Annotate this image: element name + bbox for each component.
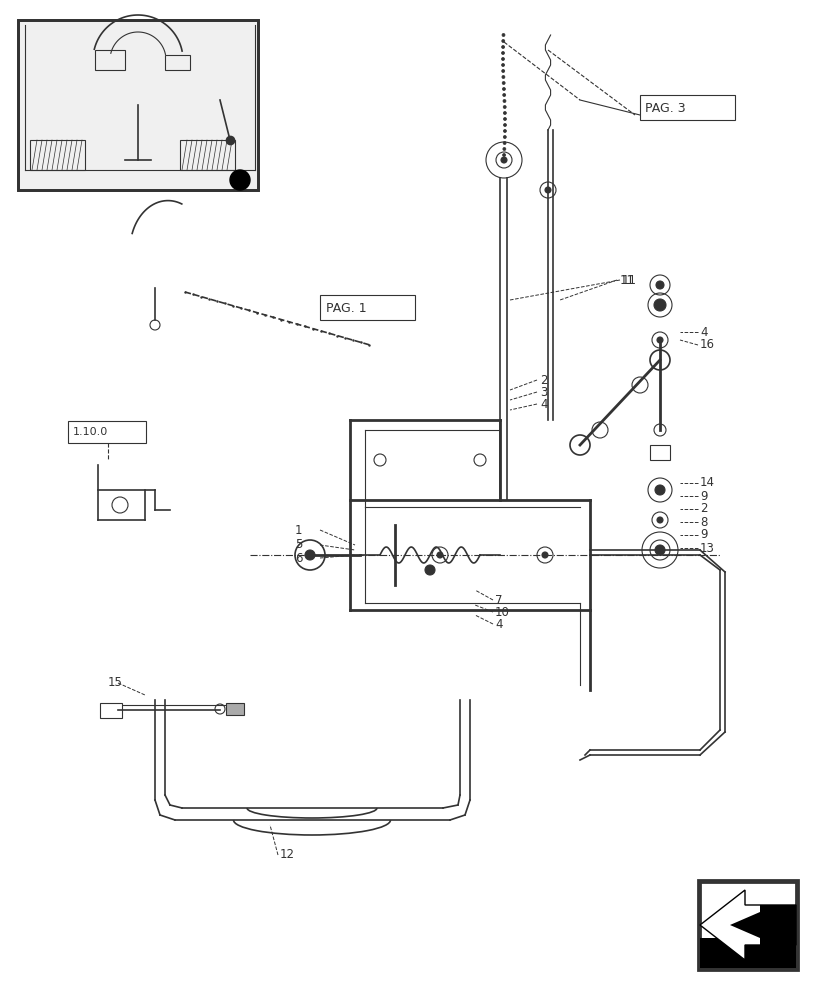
Text: 15: 15: [108, 676, 122, 690]
Text: 1.10.0: 1.10.0: [73, 427, 108, 437]
Text: 14: 14: [699, 477, 715, 489]
Bar: [697, 880, 797, 970]
Polygon shape: [699, 890, 795, 960]
Circle shape: [501, 76, 504, 79]
Circle shape: [502, 88, 504, 91]
Text: 11: 11: [621, 273, 636, 286]
Bar: [165, 55, 189, 70]
Bar: [226, 703, 244, 715]
Bar: [68, 421, 146, 443]
Circle shape: [542, 552, 547, 558]
Text: 4: 4: [539, 397, 547, 410]
Circle shape: [502, 148, 505, 151]
Bar: [18, 20, 258, 190]
Circle shape: [501, 82, 504, 85]
Circle shape: [502, 154, 505, 157]
Bar: [319, 295, 414, 320]
Circle shape: [501, 52, 504, 55]
Text: 5: 5: [294, 538, 302, 552]
Circle shape: [503, 130, 506, 133]
Bar: [699, 938, 795, 968]
Bar: [18, 20, 258, 190]
Bar: [179, 140, 235, 170]
Circle shape: [656, 337, 662, 343]
Bar: [95, 50, 125, 70]
Bar: [649, 445, 669, 460]
Text: 2: 2: [539, 373, 547, 386]
Text: 9: 9: [699, 528, 706, 542]
Text: 7: 7: [495, 593, 502, 606]
Text: 8: 8: [699, 516, 706, 528]
Circle shape: [503, 136, 505, 139]
Bar: [639, 95, 734, 120]
Text: 11: 11: [619, 273, 634, 286]
Text: 1: 1: [294, 524, 302, 536]
Circle shape: [501, 34, 504, 37]
Circle shape: [501, 40, 504, 43]
Text: 6: 6: [294, 552, 302, 564]
Circle shape: [501, 46, 504, 49]
Circle shape: [503, 142, 505, 145]
Text: 4: 4: [699, 326, 706, 338]
Text: 10: 10: [495, 605, 509, 618]
Circle shape: [501, 64, 504, 67]
Circle shape: [501, 70, 504, 73]
Bar: [699, 882, 795, 968]
Circle shape: [503, 124, 506, 127]
Circle shape: [656, 517, 662, 523]
Circle shape: [653, 299, 665, 311]
Circle shape: [424, 565, 434, 575]
Circle shape: [502, 100, 505, 103]
Circle shape: [654, 545, 664, 555]
Bar: [30, 140, 85, 170]
Circle shape: [502, 94, 505, 97]
Circle shape: [304, 550, 314, 560]
Text: 12: 12: [280, 848, 294, 861]
Circle shape: [503, 118, 506, 121]
Circle shape: [655, 281, 663, 289]
Text: 3: 3: [539, 385, 547, 398]
Circle shape: [437, 552, 442, 558]
Bar: [100, 703, 122, 718]
Text: 13: 13: [699, 542, 714, 554]
Circle shape: [500, 157, 506, 163]
Circle shape: [544, 187, 550, 193]
Circle shape: [654, 485, 664, 495]
Circle shape: [230, 170, 250, 190]
Circle shape: [501, 58, 504, 61]
Text: 9: 9: [699, 489, 706, 502]
Text: 16: 16: [699, 338, 715, 352]
Text: PAG. 3: PAG. 3: [644, 102, 685, 115]
Text: 2: 2: [699, 502, 706, 516]
Circle shape: [503, 106, 505, 109]
Circle shape: [503, 112, 506, 115]
Polygon shape: [729, 905, 795, 945]
Text: 4: 4: [495, 617, 502, 630]
Text: PAG. 1: PAG. 1: [326, 302, 366, 314]
